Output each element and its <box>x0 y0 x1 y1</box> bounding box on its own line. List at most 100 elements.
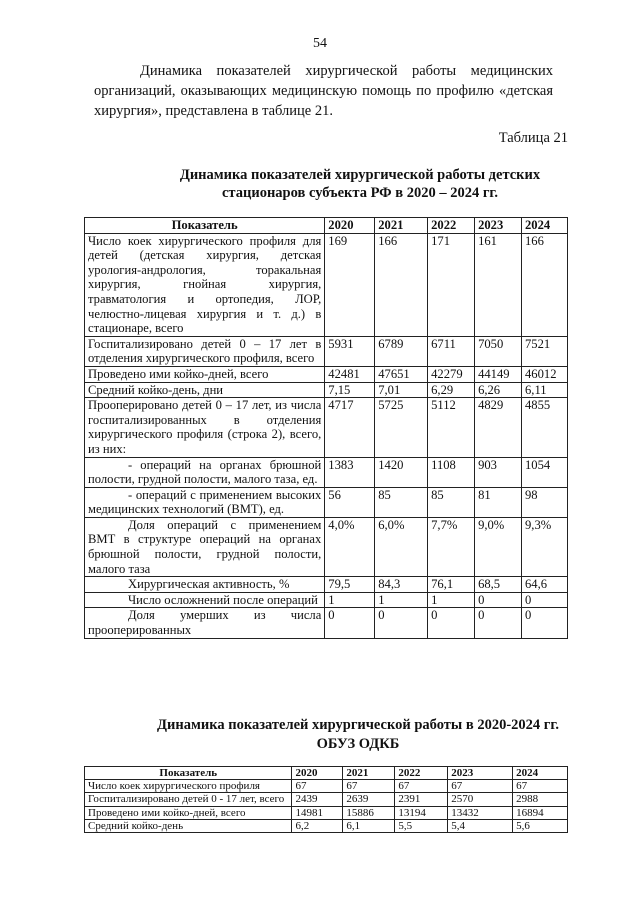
cell-value: 46012 <box>521 365 568 383</box>
cell-value: 1108 <box>427 456 476 488</box>
cell-value: 0 <box>427 607 476 639</box>
table-row: Число осложнений после операций 1 1 1 0 0 <box>83 591 568 609</box>
row-label: Проведено ими койко-дней, всего <box>83 805 293 820</box>
cell-value: 14981 <box>291 805 344 820</box>
cell-value: 67 <box>342 779 396 794</box>
cell-value: 42481 <box>324 365 376 383</box>
table-row: Госпитализировано детей 0 - 17 лет, всег… <box>83 792 568 807</box>
row-label: - операций на органах брюшной полости, г… <box>83 456 326 488</box>
row-label: Средний койко-день, дни <box>83 381 326 399</box>
row-label: Число коек хирургического профиля <box>83 779 293 794</box>
column-header-year: 2022 <box>427 217 476 234</box>
cell-value: 6,26 <box>474 381 522 399</box>
cell-value: 16894 <box>512 805 568 820</box>
cell-value: 67 <box>394 779 449 794</box>
cell-value: 42279 <box>427 365 476 383</box>
cell-value: 64,6 <box>521 576 568 593</box>
column-header-year: 2024 <box>512 765 568 781</box>
cell-value: 0 <box>374 607 429 639</box>
cell-value: 76,1 <box>427 576 476 593</box>
column-header-year: 2020 <box>324 217 376 234</box>
cell-value: 6,2 <box>291 818 344 834</box>
cell-value: 67 <box>512 779 568 794</box>
cell-value: 1383 <box>324 456 376 488</box>
cell-value: 7,7% <box>427 516 476 578</box>
table-row: Прооперировано детей 0 – 17 лет, из числ… <box>83 397 568 458</box>
table-row: Доля умерших из числа прооперированных 0 0… <box>83 607 568 639</box>
cell-value: 6,11 <box>521 381 568 399</box>
cell-value: 79,5 <box>324 576 376 593</box>
row-label: Доля операций с применением ВМТ в структ… <box>83 516 326 578</box>
column-header-year: 2021 <box>374 217 429 234</box>
intro-paragraph: Динамика показателей хирургической работ… <box>94 63 553 119</box>
table-row: Проведено ими койко-дней, всего 42481 4765… <box>83 365 568 383</box>
cell-value: 161 <box>474 232 522 337</box>
table-row: Средний койко-день, дни 7,15 7,01 6,29 6,26 6… <box>83 381 568 399</box>
cell-value: 1054 <box>521 456 568 488</box>
cell-value: 0 <box>474 591 522 609</box>
table2-title-line1: Динамика показателей хирургической работ… <box>157 717 559 733</box>
cell-value: 81 <box>474 486 522 518</box>
column-header-year: 2023 <box>474 217 522 234</box>
table-row: - операций с применением высоких медицин… <box>83 486 568 518</box>
cell-value: 5,6 <box>512 818 568 834</box>
row-label: Проведено ими койко-дней, всего <box>83 365 326 383</box>
cell-value: 44149 <box>474 365 522 383</box>
cell-value: 1 <box>427 591 476 609</box>
cell-value: 4855 <box>521 397 568 458</box>
cell-value: 2391 <box>394 792 449 807</box>
row-label: Средний койко-день <box>83 818 293 834</box>
table2-title: Динамика показателей хирургической работ… <box>120 716 596 754</box>
cell-value: 85 <box>427 486 476 518</box>
cell-value: 2988 <box>512 792 568 807</box>
cell-value: 5,4 <box>447 818 514 834</box>
table1-title: Динамика показателей хирургической работ… <box>179 167 541 201</box>
cell-value: 7,01 <box>374 381 429 399</box>
cell-value: 6711 <box>427 335 476 367</box>
row-label: - операций с применением высоких медицин… <box>83 486 326 518</box>
table-label: Таблица 21 <box>498 130 568 146</box>
cell-value: 2570 <box>447 792 514 807</box>
cell-value: 6,1 <box>342 818 396 834</box>
cell-value: 56 <box>324 486 376 518</box>
cell-value: 85 <box>374 486 429 518</box>
table2-header-row: Показатель 2020 2021 2022 2023 2024 <box>83 765 568 781</box>
column-header-indicator: Показатель <box>83 765 293 781</box>
column-header-year: 2024 <box>521 217 568 234</box>
row-label: Число осложнений после операций <box>83 591 326 609</box>
row-label: Госпитализировано детей 0 – 17 лет в отд… <box>83 335 326 367</box>
cell-value: 6789 <box>374 335 429 367</box>
cell-value: 15886 <box>342 805 396 820</box>
cell-value: 5931 <box>324 335 376 367</box>
table-row: Проведено ими койко-дней, всего 14981 1588… <box>83 805 568 820</box>
column-header-year: 2023 <box>447 765 514 781</box>
column-header-year: 2021 <box>342 765 396 781</box>
cell-value: 98 <box>521 486 568 518</box>
cell-value: 1 <box>324 591 376 609</box>
cell-value: 67 <box>447 779 514 794</box>
cell-value: 9,0% <box>474 516 522 578</box>
cell-value: 13432 <box>447 805 514 820</box>
cell-value: 47651 <box>374 365 429 383</box>
table2: Показатель 2020 2021 2022 2023 2024 Число кое… <box>83 765 568 834</box>
cell-value: 7521 <box>521 335 568 367</box>
cell-value: 13194 <box>394 805 449 820</box>
row-label: Число коек хирургического профиля для де… <box>83 232 326 337</box>
row-label: Доля умерших из числа прооперированных <box>83 607 326 639</box>
row-label: Прооперировано детей 0 – 17 лет, из числ… <box>83 397 326 458</box>
cell-value: 5725 <box>374 397 429 458</box>
cell-value: 2439 <box>291 792 344 807</box>
table-row: Средний койко-день 6,2 6,1 5,5 5,4 5,6 <box>83 818 568 834</box>
cell-value: 169 <box>324 232 376 337</box>
cell-value: 166 <box>521 232 568 337</box>
row-label: Госпитализировано детей 0 - 17 лет, всег… <box>83 792 293 807</box>
cell-value: 5112 <box>427 397 476 458</box>
table1: Показатель 2020 2021 2022 2023 2024 Число кое… <box>83 217 568 639</box>
cell-value: 67 <box>291 779 344 794</box>
cell-value: 171 <box>427 232 476 337</box>
table-row: - операций на органах брюшной полости, г… <box>83 456 568 488</box>
row-label: Хирургическая активность, % <box>83 576 326 593</box>
cell-value: 166 <box>374 232 429 337</box>
cell-value: 0 <box>324 607 376 639</box>
table-row: Госпитализировано детей 0 – 17 лет в отд… <box>83 335 568 367</box>
